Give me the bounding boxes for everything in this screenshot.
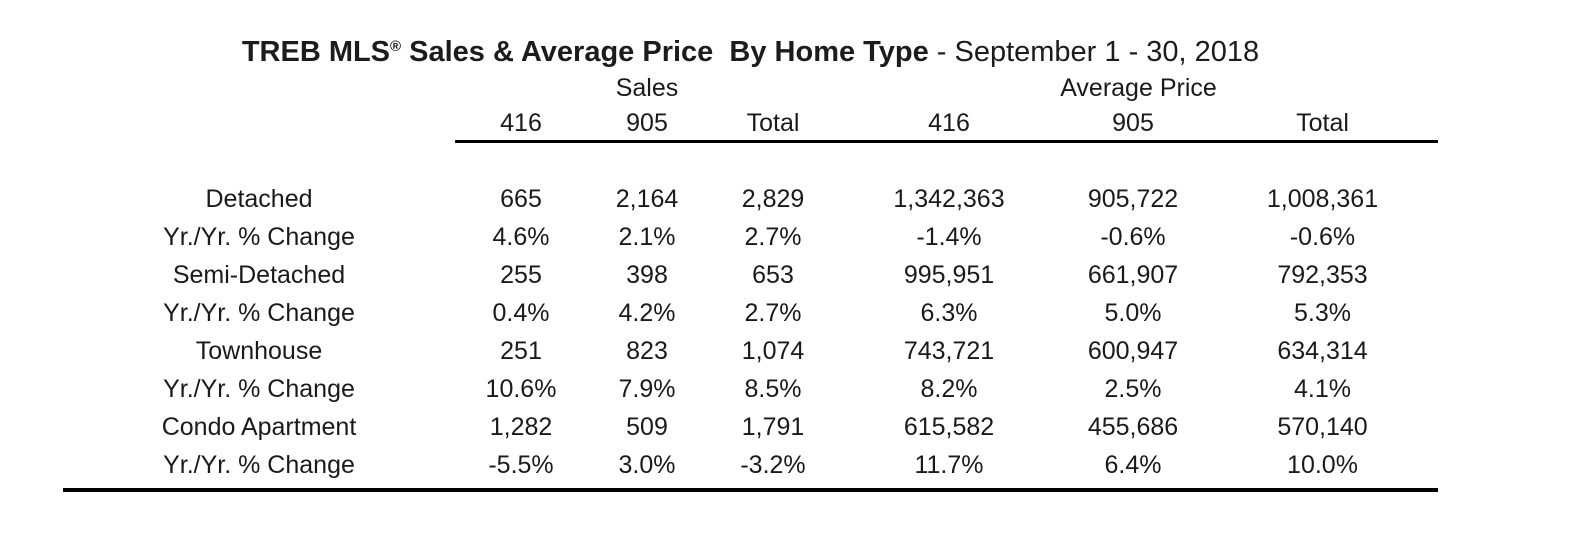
- table-cell: 600,947: [1087, 337, 1179, 365]
- table-row: Semi-Detached 255 398 653 995,951 661,90…: [63, 256, 1438, 294]
- table-cell: 615,582: [903, 413, 995, 441]
- row-label: Semi-Detached: [172, 261, 346, 289]
- table-cell: 255: [500, 261, 542, 289]
- bottom-rule: [63, 488, 1438, 492]
- table-cell: 509: [626, 413, 668, 441]
- table-cell: -1.4%: [916, 223, 982, 251]
- table-cell: 2.7%: [744, 223, 802, 251]
- table-cell: 995,951: [903, 261, 995, 289]
- group-header-average-price: Average Price: [1060, 74, 1217, 102]
- group-header-sales: Sales: [615, 74, 679, 102]
- column-header-row: 416 905 Total 416 905 Total: [63, 106, 1438, 140]
- row-label: Detached: [205, 185, 313, 213]
- column-header-avg-416: 416: [928, 109, 970, 137]
- table-cell: 398: [626, 261, 668, 289]
- table-cell: 570,140: [1277, 413, 1368, 441]
- table-cell: 661,907: [1087, 261, 1179, 289]
- row-label: Yr./Yr. % Change: [163, 223, 355, 251]
- table-row: Yr./Yr. % Change 0.4% 4.2% 2.7% 6.3% 5.0…: [63, 294, 1438, 332]
- table-cell: 6.4%: [1104, 451, 1162, 479]
- sales-average-price-table: Sales Average Price 416 905 Total 416 90…: [63, 0, 1438, 546]
- row-label: Yr./Yr. % Change: [163, 451, 355, 479]
- table-cell: 1,342,363: [893, 185, 1005, 213]
- table-cell: 653: [752, 261, 794, 289]
- table-cell: 1,074: [741, 337, 805, 365]
- column-header-avg-total: Total: [1296, 109, 1349, 137]
- row-label: Condo Apartment: [161, 413, 357, 441]
- table-cell: -0.6%: [1100, 223, 1166, 251]
- table-cell: 10.0%: [1287, 451, 1358, 479]
- table-cell: 4.2%: [618, 299, 676, 327]
- table-cell: 10.6%: [485, 375, 557, 403]
- header-rule: [455, 140, 1438, 143]
- table-cell: 1,008,361: [1266, 185, 1379, 213]
- table-cell: 5.0%: [1104, 299, 1162, 327]
- column-header-sales-416: 416: [500, 109, 542, 137]
- table-cell: 1,282: [489, 413, 553, 441]
- table-cell: 8.2%: [920, 375, 978, 403]
- table-body: Detached 665 2,164 2,829 1,342,363 905,7…: [63, 180, 1438, 484]
- table-row: Condo Apartment 1,282 509 1,791 615,582 …: [63, 408, 1438, 446]
- table-cell: 251: [500, 337, 542, 365]
- column-header-sales-905: 905: [626, 109, 668, 137]
- table-cell: 792,353: [1277, 261, 1368, 289]
- table-cell: -5.5%: [488, 451, 554, 479]
- column-header-sales-total: Total: [746, 109, 800, 137]
- table-cell: 4.1%: [1294, 375, 1351, 403]
- table-cell: 634,314: [1277, 337, 1368, 365]
- table-row: Townhouse 251 823 1,074 743,721 600,947 …: [63, 332, 1438, 370]
- row-label: Townhouse: [195, 337, 323, 365]
- table-row: Detached 665 2,164 2,829 1,342,363 905,7…: [63, 180, 1438, 218]
- table-cell: 7.9%: [618, 375, 676, 403]
- table-cell: 1,791: [741, 413, 805, 441]
- column-header-spacer: [63, 106, 455, 140]
- group-header-row: Sales Average Price: [63, 70, 1438, 106]
- table-cell: 3.0%: [618, 451, 676, 479]
- column-header-avg-905: 905: [1112, 109, 1154, 137]
- table-cell: 4.6%: [492, 223, 550, 251]
- table-cell: 5.3%: [1294, 299, 1351, 327]
- table-cell: -0.6%: [1289, 223, 1356, 251]
- title-subject: Sales & Average Price By Home Type: [401, 36, 929, 68]
- group-header-spacer: [63, 70, 455, 106]
- table-cell: 2.7%: [744, 299, 802, 327]
- row-label: Yr./Yr. % Change: [163, 375, 355, 403]
- title-separator: -: [928, 36, 955, 68]
- table-cell: 2,829: [741, 185, 805, 213]
- title-date-range: September 1 - 30, 2018: [954, 36, 1260, 68]
- row-label: Yr./Yr. % Change: [163, 299, 355, 327]
- table-cell: 823: [626, 337, 668, 365]
- table-cell: 2.1%: [618, 223, 676, 251]
- table-cell: 0.4%: [492, 299, 550, 327]
- table-cell: 905,722: [1087, 185, 1179, 213]
- table-row: Yr./Yr. % Change 10.6% 7.9% 8.5% 8.2% 2.…: [63, 370, 1438, 408]
- table-cell: 6.3%: [920, 299, 978, 327]
- title-brand: TREB MLS: [241, 36, 391, 68]
- table-cell: 455,686: [1087, 413, 1179, 441]
- table-cell: 8.5%: [744, 375, 802, 403]
- table-cell: 743,721: [903, 337, 995, 365]
- table-cell: -3.2%: [740, 451, 806, 479]
- table-cell: 2.5%: [1104, 375, 1162, 403]
- table-cell: 11.7%: [914, 451, 984, 479]
- registered-trademark-symbol: ®: [390, 38, 402, 55]
- table-row: Yr./Yr. % Change 4.6% 2.1% 2.7% -1.4% -0…: [63, 218, 1438, 256]
- table-cell: 665: [500, 185, 542, 213]
- table-cell: 2,164: [615, 185, 679, 213]
- page-title: TREB MLS® Sales & Average Price By Home …: [63, 31, 1438, 68]
- table-row: Yr./Yr. % Change -5.5% 3.0% -3.2% 11.7% …: [63, 446, 1438, 484]
